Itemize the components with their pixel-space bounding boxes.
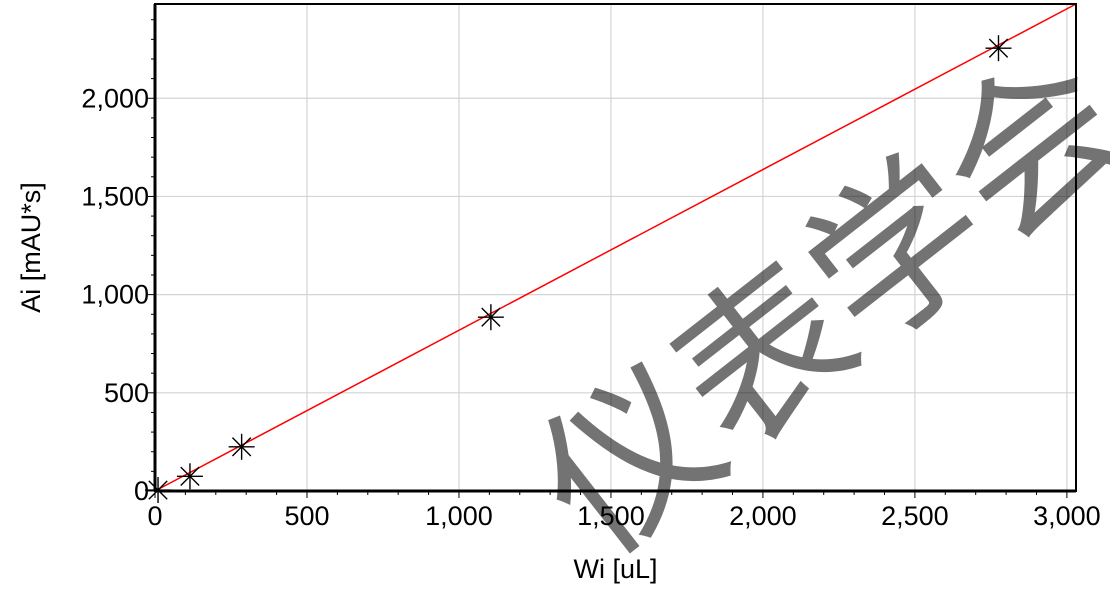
data-point-stroke <box>481 307 501 327</box>
watermark-text: 仪表学会 <box>503 18 1110 586</box>
y-tick-label-1: 500 <box>104 378 149 408</box>
x-axis-title: Wi [uL] <box>573 554 657 584</box>
x-tick-label-4: 2,000 <box>729 501 797 531</box>
x-tick-label-6: 3,000 <box>1033 501 1101 531</box>
fit-line-layer <box>154 3 1077 492</box>
axes <box>148 3 1077 498</box>
data-point-2 <box>228 433 255 460</box>
y-tick-label-3: 1,500 <box>81 181 149 211</box>
data-point-3 <box>477 304 504 331</box>
data-point-stroke <box>180 466 200 486</box>
x-tick-label-5: 2,500 <box>881 501 949 531</box>
y-axis-title: Ai [mAU*s] <box>16 182 46 313</box>
y-tick-label-2: 1,000 <box>81 280 149 310</box>
data-point-1 <box>176 463 203 490</box>
y-tick-label-4: 2,000 <box>81 83 149 113</box>
data-point-stroke <box>988 38 1009 58</box>
fit-line <box>154 3 1077 492</box>
data-point-4 <box>985 35 1012 62</box>
data-point-stroke <box>231 437 252 457</box>
x-tick-label-0: 0 <box>147 501 162 531</box>
x-tick-label-1: 500 <box>284 501 329 531</box>
watermark: 仪表学会 <box>503 18 1110 591</box>
y-tick-label-0: 0 <box>134 476 149 506</box>
tick-labels: 0 500 1,000 1,500 2,000 2,500 3,000 0 500 1,000 1,… <box>81 83 1100 531</box>
x-tick-label-3: 1,500 <box>577 501 645 531</box>
x-tick-label-2: 1,000 <box>425 501 493 531</box>
grid <box>155 4 1076 491</box>
